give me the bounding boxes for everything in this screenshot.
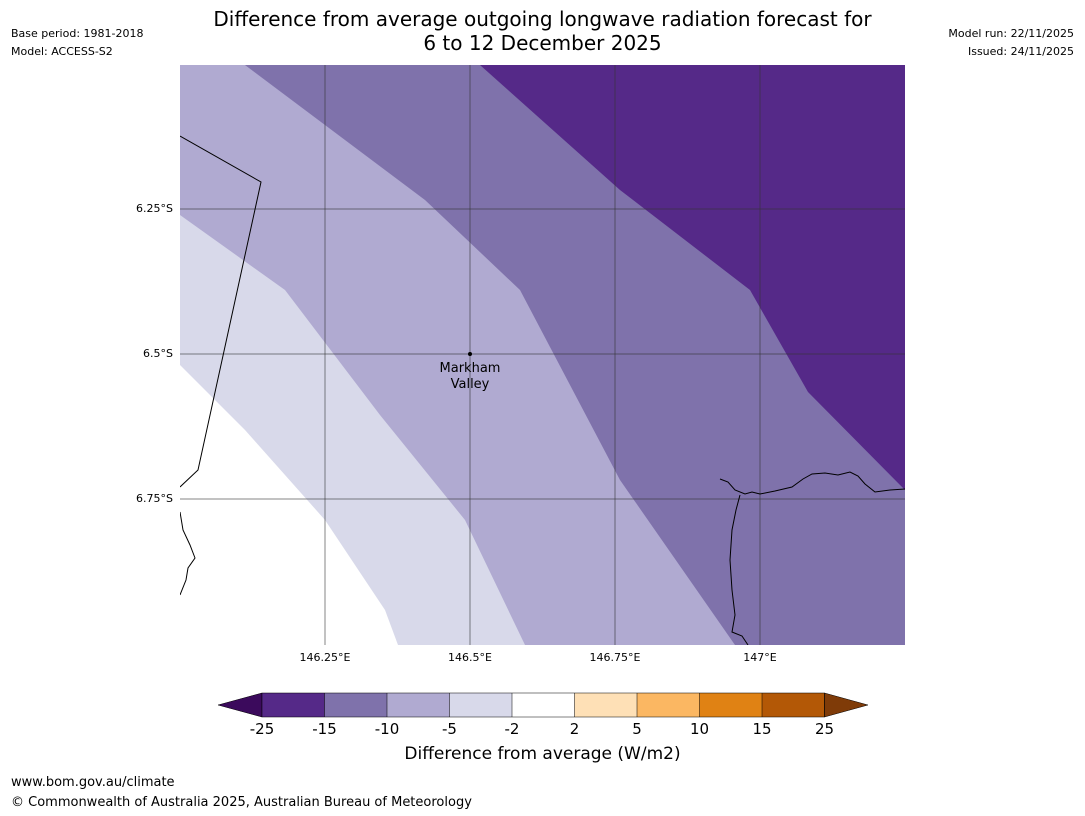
lon-tick-146-75: 146.75°E — [589, 651, 641, 664]
map-contours — [180, 65, 905, 645]
markham-valley-marker — [468, 352, 472, 356]
footer-url[interactable]: www.bom.gov.au/climate — [11, 775, 175, 790]
colorbar — [217, 692, 869, 718]
footer-copyright: © Commonwealth of Australia 2025, Austra… — [11, 795, 472, 810]
place-label-line-1: Markham — [440, 361, 501, 376]
colorbar-tick: 25 — [814, 720, 835, 738]
colorbar-tick: 10 — [689, 720, 710, 738]
lat-tick-6-25: 6.25°S — [136, 202, 173, 215]
place-label-line-2: Valley — [451, 377, 490, 392]
colorbar-segment — [762, 693, 825, 717]
colorbar-segment — [387, 693, 450, 717]
colorbar-segment — [262, 693, 325, 717]
colorbar-label: Difference from average (W/m2) — [404, 744, 681, 764]
colorbar-tick: -10 — [374, 720, 400, 738]
model-text: Model: ACCESS-S2 — [11, 45, 113, 58]
colorbar-segment — [637, 693, 700, 717]
lat-tick-6-75: 6.75°S — [136, 492, 173, 505]
colorbar-segment — [512, 693, 575, 717]
model-run-text: Model run: 22/11/2025 — [948, 27, 1074, 40]
colorbar-tick: -15 — [312, 720, 337, 738]
band-below-minus15 — [480, 65, 905, 490]
lon-tick-147: 147°E — [743, 651, 777, 664]
colorbar-outline — [261, 692, 825, 718]
colorbar-segment — [324, 693, 387, 717]
border-line — [180, 135, 262, 488]
coastline-east — [719, 471, 905, 495]
colorbar-segment — [574, 693, 637, 717]
colorbar-segment — [699, 693, 762, 717]
issued-text: Issued: 24/11/2025 — [967, 45, 1074, 58]
colorbar-tick: -2 — [504, 720, 520, 738]
colorbar-extend-high — [824, 692, 869, 718]
colorbar-tick: 5 — [632, 720, 642, 738]
lon-tick-146-25: 146.25°E — [299, 651, 351, 664]
colorbar-extend-low — [217, 692, 263, 718]
title-line-1: Difference from average outgoing longwav… — [213, 7, 872, 31]
metadata-right: Model run: 22/11/2025 Issued: 24/11/2025 — [948, 25, 1074, 61]
colorbar-tick: 15 — [752, 720, 772, 738]
title-line-2: 6 to 12 December 2025 — [423, 31, 662, 55]
base-period-text: Base period: 1981-2018 — [11, 27, 144, 40]
metadata-left: Base period: 1981-2018 Model: ACCESS-S2 — [11, 25, 143, 61]
lat-tick-6-5: 6.5°S — [143, 347, 173, 360]
colorbar-segment — [449, 693, 512, 717]
colorbar-tick: 2 — [569, 720, 580, 738]
river-line — [729, 494, 749, 645]
lon-tick-146-5: 146.5°E — [448, 651, 492, 664]
colorbar-tick: -5 — [442, 720, 457, 738]
band-neutral — [180, 365, 398, 645]
colorbar-tick: -25 — [249, 720, 275, 738]
coastline-west — [180, 511, 196, 596]
map-title: Difference from average outgoing longwav… — [180, 7, 905, 55]
